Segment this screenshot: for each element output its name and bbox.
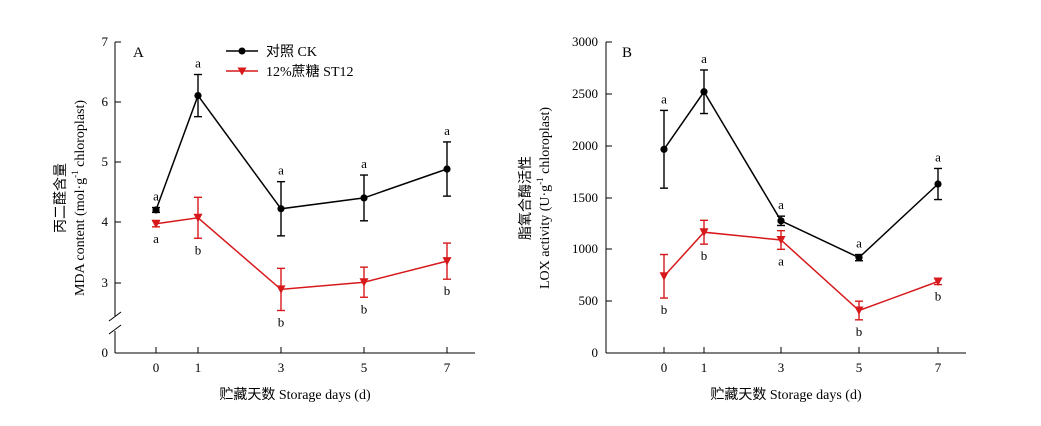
panel-b-st12-day1-point (699, 228, 709, 237)
panel-b-st12-day7-sig-label: b (935, 289, 942, 304)
panel-a-ck-day5-sig-label: a (361, 156, 367, 171)
panel-a-st12-day7-sig-label: b (444, 283, 451, 298)
panel-b-y-ticks: 0 500 1000 1500 2000 2500 3000 (572, 34, 612, 360)
panel-b-ytick-label-3000: 3000 (572, 34, 598, 49)
panel-a-axis-break-mark-2 (108, 324, 122, 335)
panel-b-ck-day7-point (934, 180, 942, 188)
panel-b-st12-day3-sig-label: a (778, 253, 784, 268)
panel-a-y-axis-label-cn: 丙二醛含量 (53, 163, 69, 233)
panel-b-ck-day0-sig-label: a (661, 91, 667, 106)
panel-a-axis-break-mark-1 (108, 311, 122, 322)
panel-b-xtick-label-1: 1 (701, 360, 708, 375)
panel-a-xtick-label-7: 7 (444, 360, 451, 375)
panel-a-ylabel-en-pre: MDA content (mol·g (73, 178, 88, 296)
panel-b-ylabel-en-pre: LOX activity (U·g (538, 185, 553, 289)
panel-b-st12-day5-point (854, 306, 864, 315)
panel-b-ytick-label-1500: 1500 (572, 190, 598, 205)
panel-a-ck-day5-point (360, 194, 368, 202)
panel-b-xtick-label-3: 3 (778, 360, 785, 375)
panel-b-chart: B 0 500 1000 1500 2000 2500 3000 0 1 3 (518, 34, 966, 403)
panel-a-y-axis-label-en: MDA content (mol·g-1 chloroplast) (70, 100, 88, 296)
panel-b-xtick-label-5: 5 (856, 360, 863, 375)
panel-a-ck-day0-sig-label: a (153, 189, 159, 204)
panel-a-ytick-label-0: 0 (102, 345, 109, 360)
panel-b-x-axis-label: 贮藏天数 Storage days (d) (710, 387, 862, 403)
legend-ck-label: 对照 CK (266, 44, 317, 60)
panel-a-series-ck-line (155, 94, 448, 211)
panel-a-st12-day3-point (276, 285, 286, 294)
panel-b-label: B (622, 45, 632, 61)
panel-b-xtick-label-0: 0 (661, 360, 668, 375)
panel-b-x-ticks: 0 1 3 5 7 (661, 347, 942, 375)
panel-a-st12-day7-point (442, 257, 452, 266)
panel-a-y-ticks: 0 3 4 5 6 7 (102, 34, 121, 360)
panel-a-ytick-label-6: 6 (102, 94, 109, 109)
panel-b-st12-day1-sig-label: b (701, 248, 708, 263)
panel-b-xtick-label-7: 7 (935, 360, 942, 375)
panel-b-y-axis-label-en-group: LOX activity (U·g-1 chloroplast) (535, 107, 553, 289)
panel-a-y-axis-label-en-group: MDA content (mol·g-1 chloroplast) (70, 100, 88, 296)
panel-a-y-axis-label-cn-group: 丙二醛含量 (53, 163, 69, 233)
panel-a-chart: A 0 3 4 5 6 7 0 1 (53, 34, 475, 403)
panel-b-ck-day5-point (855, 254, 863, 262)
panel-a-ck-day0-point (152, 206, 160, 214)
panel-a-ck-day7-point (443, 165, 451, 173)
panel-b-st12-day3-point (776, 235, 786, 245)
panel-b-y-axis-label-cn: 脂氧合酶活性 (518, 156, 534, 240)
panel-a-st12-day0-point (151, 219, 161, 229)
panel-b-ck-day3-point (777, 217, 785, 225)
panel-a-xtick-label-5: 5 (361, 360, 368, 375)
panel-a-x-ticks: 0 1 3 5 7 (153, 347, 451, 375)
panel-a-ytick-label-4: 4 (102, 214, 109, 229)
panel-b-ck-day5-sig-label: a (856, 236, 862, 251)
panel-b-st12-day0-point (659, 272, 669, 281)
panel-a-ytick-label-5: 5 (102, 154, 109, 169)
panel-a-ck-day1-sig-label: a (195, 56, 201, 71)
panel-b-st12-day7-point (933, 277, 943, 286)
panel-a-ck-day1-point (194, 91, 202, 100)
panel-a-st12-day1-sig-label: b (195, 242, 202, 257)
panel-a-plot-area: a a a a a a b b b b (151, 56, 452, 329)
panel-b-y-axis-label-cn-group: 脂氧合酶活性 (518, 156, 534, 240)
panel-a-axes (108, 42, 475, 354)
legend-st12-label: 12%蔗糖 ST12 (266, 64, 354, 80)
panel-a-legend: 对照 CK 12%蔗糖 ST12 (226, 44, 354, 80)
panel-a-ytick-label-3: 3 (102, 275, 109, 290)
panel-b-st12-day0-sig-label: b (661, 302, 668, 317)
panel-b-y-axis-label-en: LOX activity (U·g-1 chloroplast) (535, 107, 553, 289)
panel-a-xtick-label-0: 0 (153, 360, 160, 375)
panel-b-ylabel-en-sup: -1 (535, 177, 545, 185)
panel-b-ytick-label-500: 500 (579, 293, 599, 308)
panel-b-ylabel-en-post: chloroplast) (538, 107, 553, 178)
panel-a-x-axis-label: 贮藏天数 Storage days (d) (219, 387, 371, 403)
panel-a-st12-day1-point (193, 213, 203, 223)
panel-a-ck-day3-sig-label: a (278, 163, 284, 178)
panel-b-ytick-label-2000: 2000 (572, 138, 598, 153)
legend-st12-marker (237, 67, 247, 76)
panel-b-ytick-label-0: 0 (592, 345, 599, 360)
panel-a-st12-day5-sig-label: b (361, 301, 368, 316)
panel-b-ytick-label-1000: 1000 (572, 241, 598, 256)
panel-a-ylabel-en-post: chloroplast) (73, 100, 88, 171)
panel-a-xtick-label-1: 1 (195, 360, 202, 375)
panel-a-ck-day7-sig-label: a (444, 123, 450, 138)
panel-a-ylabel-en-sup: -1 (70, 170, 80, 178)
panel-a-st12-day5-point (359, 278, 369, 287)
panel-a-ytick-label-7: 7 (102, 34, 109, 49)
panel-b-ck-day0-point (660, 145, 668, 153)
panel-b-plot-area: a a a a a b b a b b (659, 51, 943, 339)
panel-b-st12-day5-sig-label: b (856, 324, 863, 339)
panel-b-ck-day1-sig-label: a (701, 51, 707, 66)
panel-a-st12-day3-sig-label: b (278, 314, 285, 329)
legend-ck-marker (238, 47, 246, 55)
panel-b-ytick-label-2500: 2500 (572, 86, 598, 101)
panel-b-ck-day3-sig-label: a (778, 197, 784, 212)
panel-a-xtick-label-3: 3 (278, 360, 285, 375)
panel-a-label: A (133, 45, 144, 61)
panel-a-ck-day3-point (277, 205, 285, 213)
panel-a-st12-day0-sig-label: a (153, 231, 159, 246)
panel-b-ck-day7-sig-label: a (935, 149, 941, 164)
panel-b-ck-day1-point (700, 88, 708, 96)
